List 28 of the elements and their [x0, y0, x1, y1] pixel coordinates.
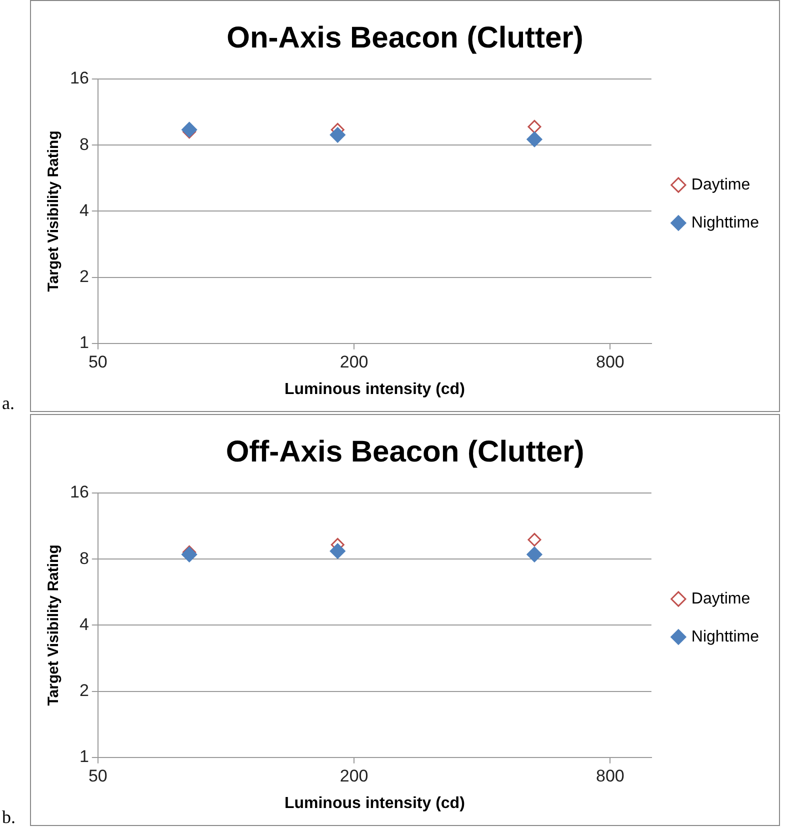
x-axis-title: Luminous intensity (cd) [284, 794, 465, 812]
legend-label: Daytime [691, 176, 750, 194]
y-tick-label: 1 [79, 747, 89, 766]
chart-title: Off-Axis Beacon (Clutter) [226, 435, 584, 468]
x-tick-label: 50 [88, 766, 108, 786]
legend-label: Nighttime [691, 214, 760, 232]
x-axis-title: Luminous intensity (cd) [284, 380, 465, 398]
x-tick-label: 50 [88, 352, 108, 372]
y-tick-label: 16 [70, 482, 89, 502]
y-tick-label: 4 [79, 200, 89, 220]
text: a. [2, 393, 14, 414]
x-tick-label: 200 [340, 766, 368, 786]
y-tick-label: 1 [79, 333, 89, 352]
x-tick-label: 800 [596, 766, 624, 786]
y-axis-title: Target Visibility Rating [45, 544, 62, 706]
x-tick-label: 800 [596, 352, 624, 372]
y-tick-label: 8 [79, 134, 89, 154]
y-axis-title: Target Visibility Rating [45, 130, 62, 292]
y-tick-label: 2 [79, 680, 89, 700]
y-tick-label: 2 [79, 266, 89, 286]
chart-title: On-Axis Beacon (Clutter) [226, 21, 584, 54]
y-tick-label: 4 [79, 614, 89, 634]
y-tick-label: 8 [79, 548, 89, 568]
x-tick-label: 200 [340, 352, 368, 372]
legend-label: Nighttime [691, 628, 760, 646]
text: b. [2, 807, 16, 828]
legend-label: Daytime [691, 590, 750, 608]
y-tick-label: 16 [70, 68, 89, 88]
